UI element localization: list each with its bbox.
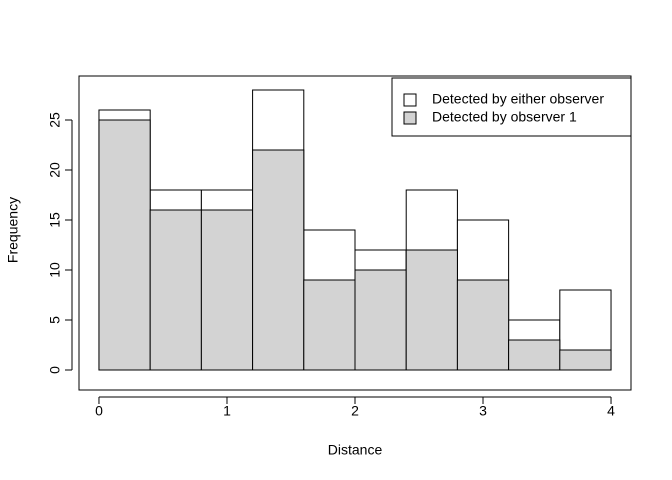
x-tick-label: 3 <box>479 403 487 419</box>
histogram-bar <box>508 339 561 371</box>
y-tick-label: 10 <box>47 262 63 278</box>
plot-frame <box>78 75 632 391</box>
histogram-bar <box>354 269 407 371</box>
histogram-bar <box>149 209 202 371</box>
x-tick-label: 4 <box>607 403 615 419</box>
y-tick-label: 0 <box>47 366 63 374</box>
x-axis-label: Distance <box>328 442 383 458</box>
y-tick-label: 25 <box>47 112 63 128</box>
histogram-bar <box>456 279 510 371</box>
y-tick-label: 20 <box>47 162 63 178</box>
histogram-bar <box>405 249 458 371</box>
x-tick-label: 1 <box>223 403 231 419</box>
y-tick-label: 5 <box>47 316 63 324</box>
x-tick-label: 2 <box>351 403 359 419</box>
histogram-bar <box>303 279 356 371</box>
legend-swatch <box>403 111 417 125</box>
histogram-bar <box>252 149 305 371</box>
legend-swatch <box>403 93 417 107</box>
histogram-bar <box>98 119 151 371</box>
y-tick-label: 15 <box>47 212 63 228</box>
y-axis-label: Frequency <box>5 197 21 263</box>
legend-box <box>391 77 632 137</box>
legend-label: Detected by either observer <box>432 91 604 107</box>
histogram-bar <box>559 349 612 371</box>
x-tick-label: 0 <box>95 403 103 419</box>
histogram-bar <box>200 209 254 371</box>
legend-label: Detected by observer 1 <box>432 109 577 125</box>
